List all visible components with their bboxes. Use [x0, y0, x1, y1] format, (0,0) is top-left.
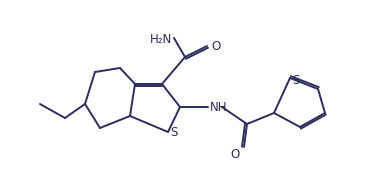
Text: O: O — [211, 39, 220, 53]
Text: S: S — [292, 73, 300, 87]
Text: S: S — [170, 126, 177, 140]
Text: O: O — [231, 148, 240, 161]
Text: NH: NH — [210, 100, 227, 114]
Text: H₂N: H₂N — [150, 33, 172, 45]
